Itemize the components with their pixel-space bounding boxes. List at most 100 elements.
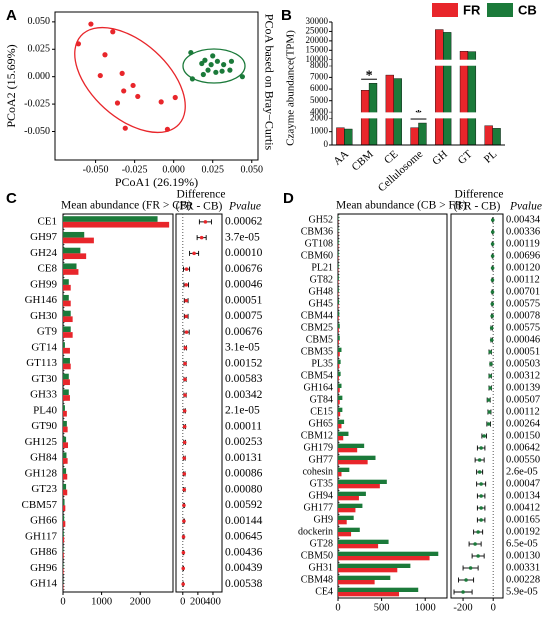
y-tick-label: -0.025 — [24, 98, 50, 109]
p-value: 0.00342 — [225, 389, 263, 401]
p-value: 0.00119 — [506, 238, 540, 249]
p-value: 0.00112 — [506, 406, 540, 417]
bar — [338, 580, 375, 585]
bar — [63, 326, 71, 333]
category-label: GT82 — [310, 274, 333, 285]
category-label: CBM57 — [22, 499, 58, 511]
y-tick-label: 6000 — [310, 83, 329, 93]
difference-point — [182, 519, 186, 523]
p-value: 0.00701 — [506, 286, 540, 297]
p-value: 0.00062 — [225, 216, 263, 228]
p-value: 0.00439 — [225, 562, 263, 574]
bar — [393, 78, 402, 146]
category-label: CBM5 — [306, 334, 333, 345]
bar — [63, 347, 70, 354]
point — [172, 94, 178, 101]
difference-point — [488, 350, 492, 354]
category-label: CBM50 — [301, 550, 333, 561]
p-value: 0.00051 — [225, 294, 263, 306]
category-label: GH31 — [309, 562, 333, 573]
category-label: PL21 — [311, 262, 333, 273]
x-axis-label: PCoA1 (26.19%) — [115, 175, 198, 189]
legend-swatch — [432, 3, 458, 17]
p-value: 0.00134 — [506, 490, 541, 501]
bar — [338, 352, 340, 357]
bar — [63, 468, 67, 474]
bar-panel-frame — [62, 213, 174, 593]
point — [75, 41, 82, 47]
bar — [63, 221, 170, 228]
category-label: GT90 — [31, 420, 57, 432]
point — [122, 125, 128, 131]
legend-label: FR — [463, 2, 481, 17]
bar — [338, 443, 365, 448]
confidence-ellipse — [182, 48, 246, 84]
bar — [338, 551, 439, 556]
p-value: 0.00075 — [225, 310, 263, 322]
point — [110, 29, 116, 35]
y-tick-label: 0.050 — [28, 16, 51, 27]
bar — [338, 388, 340, 393]
p-value: 0.00264 — [506, 418, 541, 429]
bar — [63, 342, 65, 348]
p-value: 0.00550 — [506, 454, 540, 465]
x-tick-label: CE — [382, 148, 401, 167]
point — [97, 72, 103, 79]
p-value: 0.00165 — [506, 514, 540, 525]
bar — [338, 424, 342, 429]
p-value: 0.00086 — [225, 468, 263, 480]
category-label: GH96 — [30, 562, 57, 574]
difference-point — [184, 330, 189, 334]
p-value: 0.00078 — [506, 310, 540, 321]
p-value: 0.00046 — [225, 279, 263, 291]
bar — [338, 575, 391, 580]
category-label: GH30 — [30, 310, 57, 322]
y-tick-label: 4000 — [310, 106, 329, 116]
y-tick-label: 25000 — [306, 25, 329, 35]
category-label: GH14 — [30, 578, 57, 590]
difference-point — [184, 298, 188, 303]
x-tick-label: GT — [456, 148, 475, 167]
bar — [338, 563, 411, 568]
difference-point — [490, 218, 495, 222]
category-label: GT113 — [26, 357, 57, 369]
p-value: 0.00507 — [506, 394, 540, 405]
difference-point — [490, 242, 495, 246]
bar — [338, 520, 347, 525]
difference-point — [183, 377, 187, 382]
difference-panel-frame — [175, 213, 223, 593]
p-value: 0.00192 — [506, 526, 540, 537]
category-label: GH177 — [304, 502, 333, 513]
bar — [63, 247, 81, 254]
bar — [63, 216, 158, 222]
bar — [63, 316, 73, 323]
bar — [63, 531, 64, 537]
bar — [385, 74, 394, 146]
category-label: GT28 — [310, 538, 333, 549]
p-value: 0.00575 — [506, 298, 540, 309]
bar — [63, 442, 69, 449]
bar — [338, 287, 339, 292]
y-tick-label: 20000 — [306, 35, 329, 45]
category-label: CE4 — [315, 586, 333, 597]
p-value: 0.00046 — [506, 334, 540, 345]
bar — [338, 407, 343, 412]
y-tick-label: 0.000 — [28, 71, 51, 82]
legend-swatch — [487, 3, 513, 17]
p-value: 0.00011 — [225, 420, 262, 432]
y-tick-label: 10000 — [306, 54, 329, 64]
p-value: 6.5e-05 — [506, 538, 538, 549]
difference-point — [479, 518, 483, 522]
bar — [63, 420, 67, 427]
bar — [435, 29, 444, 146]
category-label: GH84 — [30, 452, 57, 464]
p-value: 0.00010 — [225, 247, 263, 259]
bar — [338, 299, 340, 304]
difference-point — [479, 494, 483, 498]
p-value: 0.00120 — [506, 262, 540, 273]
p-value: 0.00503 — [506, 358, 540, 369]
difference-point — [461, 590, 465, 594]
y-tick-label: 30000 — [306, 16, 329, 26]
panel-label: D — [283, 190, 294, 207]
